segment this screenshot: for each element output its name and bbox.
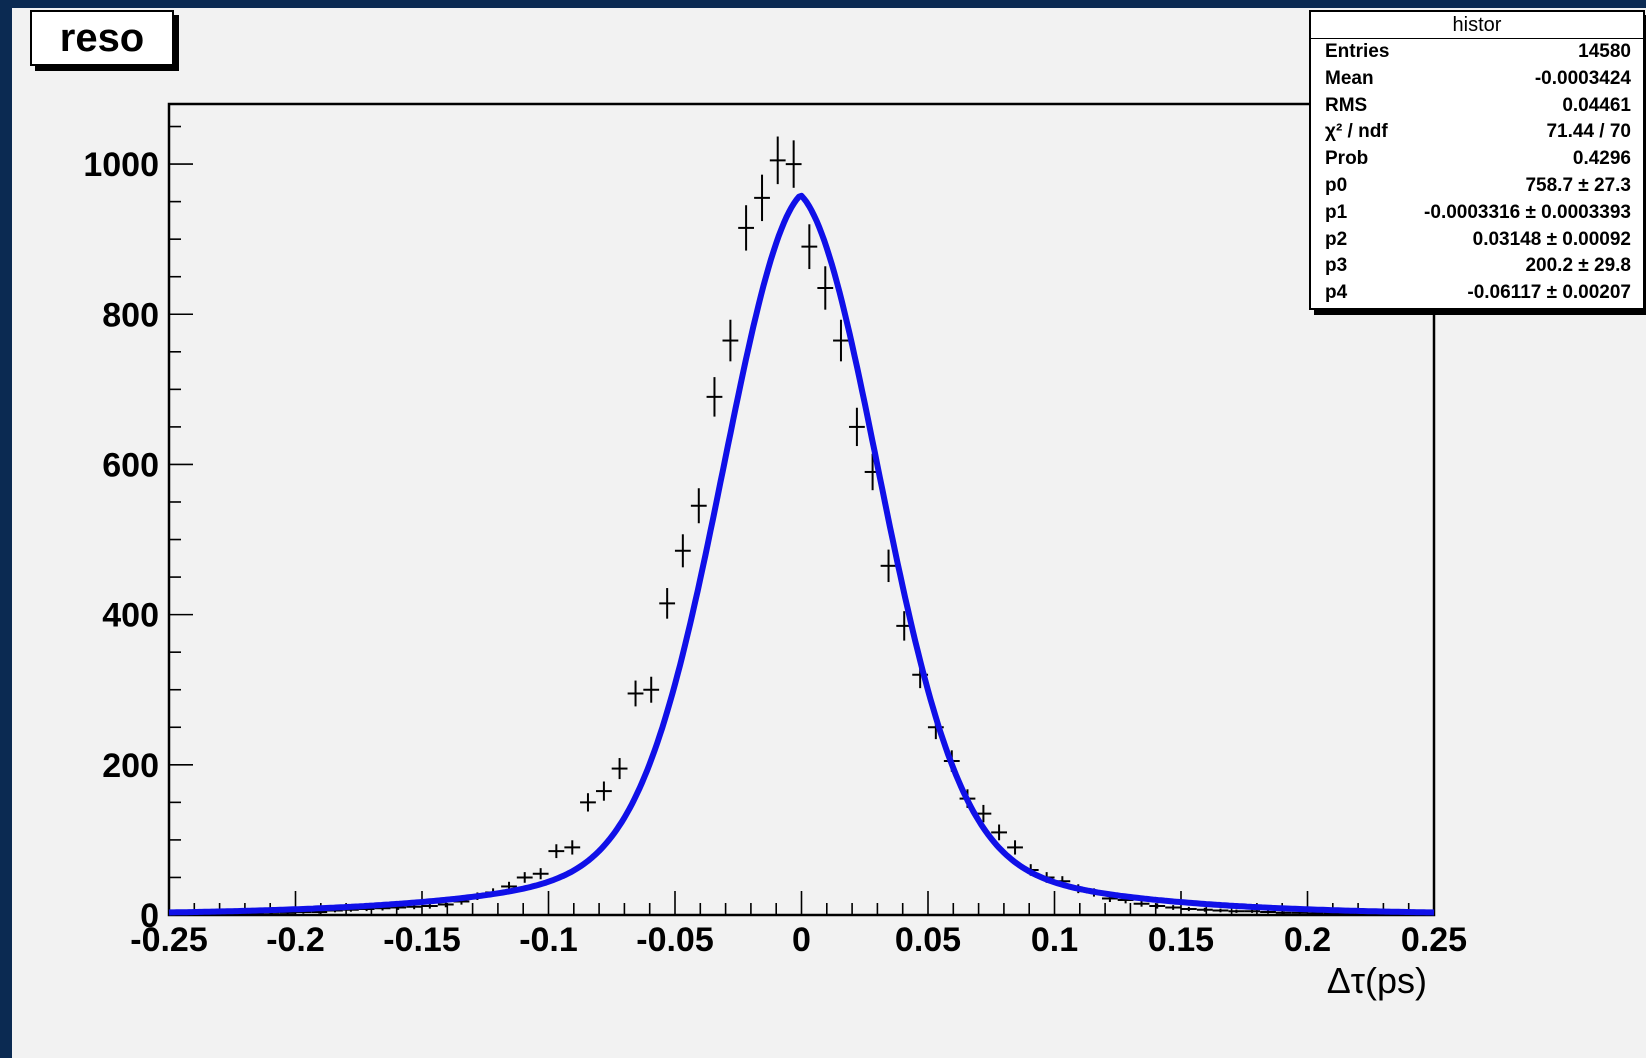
stats-row: p1 -0.0003316 ± 0.0003393 [1311, 200, 1643, 227]
data-point [975, 804, 992, 823]
stats-label: Prob [1325, 148, 1369, 170]
x-tick-label: 0.15 [1148, 921, 1214, 959]
data-point [1244, 909, 1260, 913]
stats-value: -0.06117 ± 0.00207 [1467, 282, 1631, 304]
data-point [548, 844, 565, 859]
stats-row: Entries 14580 [1311, 39, 1643, 66]
data-point [1212, 908, 1229, 913]
x-tick-label: -0.05 [636, 921, 714, 959]
stats-row: RMS 0.04461 [1311, 93, 1643, 120]
x-tick-label: 0.1 [1031, 921, 1078, 959]
histogram-title: reso [30, 10, 174, 66]
fit-curve [168, 192, 1435, 916]
x-tick-label: -0.1 [519, 921, 578, 959]
data-point [785, 140, 802, 188]
data-point [1007, 840, 1023, 855]
data-point [1165, 905, 1182, 910]
stats-label: p1 [1325, 201, 1348, 223]
y-tick-label: 0 [140, 897, 159, 935]
stats-box: histor Entries 14580 Mean -0.0003424 RMS 0.04… [1309, 10, 1645, 310]
data-point [817, 266, 834, 310]
data-point [1149, 903, 1166, 909]
stats-value: 0.04461 [1562, 94, 1631, 116]
data-point [659, 588, 676, 619]
data-point [991, 824, 1007, 841]
data-point [849, 407, 865, 447]
data-point [596, 781, 612, 801]
data-point [611, 758, 628, 780]
y-tick-label: 800 [102, 296, 159, 334]
stats-row: p0 758.7 ± 27.3 [1311, 173, 1643, 200]
y-tick-label: 400 [102, 597, 159, 635]
x-tick-label: -0.25 [130, 921, 208, 959]
data-point [1180, 906, 1197, 912]
stats-label: RMS [1325, 94, 1368, 116]
x-tick-label: 0.05 [895, 921, 961, 959]
stats-title: histor [1311, 12, 1643, 39]
plot-canvas: reso -0.25 -0.2 -0.15 -0.1 -0.05 0 0.05 0.1 0.15… [12, 8, 1646, 1058]
chart-area: -0.25 -0.2 -0.15 -0.1 -0.05 0 0.05 0.1 0.15 0.2 0.… [83, 102, 1467, 1001]
stats-label: Mean [1325, 67, 1374, 89]
data-point [643, 676, 660, 703]
x-axis-label: Δτ(ps) [1327, 960, 1427, 1001]
stats-label: Entries [1325, 41, 1390, 62]
plot-frame [167, 102, 1436, 917]
data-point [833, 319, 849, 362]
stats-value: -0.0003424 [1534, 67, 1631, 89]
data-point [1228, 909, 1245, 913]
stats-label: p2 [1325, 228, 1348, 250]
data-point [1196, 907, 1213, 912]
data-point [738, 205, 754, 251]
data-point [690, 488, 707, 524]
y-tick-label: 600 [102, 446, 159, 484]
stats-row: χ² / ndf 71.44 / 70 [1311, 119, 1643, 146]
data-point [1307, 912, 1324, 915]
x-tick-label: 0.2 [1284, 921, 1331, 959]
data-point [1275, 911, 1292, 915]
y-tick-label: 200 [102, 747, 159, 785]
stats-value: 0.03148 ± 0.00092 [1472, 228, 1631, 250]
data-point [564, 840, 581, 855]
stats-row: p2 0.03148 ± 0.00092 [1311, 227, 1643, 254]
stats-value: -0.0003316 ± 0.0003393 [1424, 201, 1631, 223]
stats-label: χ² / ndf [1325, 121, 1388, 143]
data-point [1260, 910, 1276, 914]
data-point [754, 174, 770, 222]
data-point [580, 793, 596, 812]
x-tick-label: -0.2 [266, 921, 325, 959]
data-point [674, 534, 691, 568]
x-tick-label: 0 [792, 921, 811, 959]
stats-row: Prob 0.4296 [1311, 146, 1643, 173]
x-tick-label: 0.25 [1401, 921, 1467, 959]
data-point [627, 680, 644, 707]
data-point [1133, 900, 1150, 907]
data-point [532, 868, 549, 880]
stats-label: p4 [1325, 282, 1348, 304]
stats-row: p4 -0.06117 ± 0.00207 [1311, 280, 1643, 307]
data-point [880, 549, 897, 583]
stats-label: p0 [1325, 174, 1348, 196]
stats-value: 758.7 ± 27.3 [1525, 174, 1631, 196]
y-tick-label: 1000 [83, 146, 159, 184]
data-point [722, 319, 739, 362]
x-tick-label: -0.15 [383, 921, 461, 959]
data-point [516, 872, 533, 883]
data-point [801, 224, 818, 270]
stats-row: p3 200.2 ± 29.8 [1311, 253, 1643, 280]
stats-value: 200.2 ± 29.8 [1525, 255, 1631, 277]
stats-label: p3 [1325, 255, 1348, 277]
stats-value: 14580 [1578, 41, 1631, 62]
stats-value: 71.44 / 70 [1546, 121, 1631, 143]
stats-value: 0.4296 [1572, 148, 1631, 170]
stats-row: Mean -0.0003424 [1311, 66, 1643, 93]
data-point [706, 377, 723, 417]
data-point [769, 136, 786, 185]
